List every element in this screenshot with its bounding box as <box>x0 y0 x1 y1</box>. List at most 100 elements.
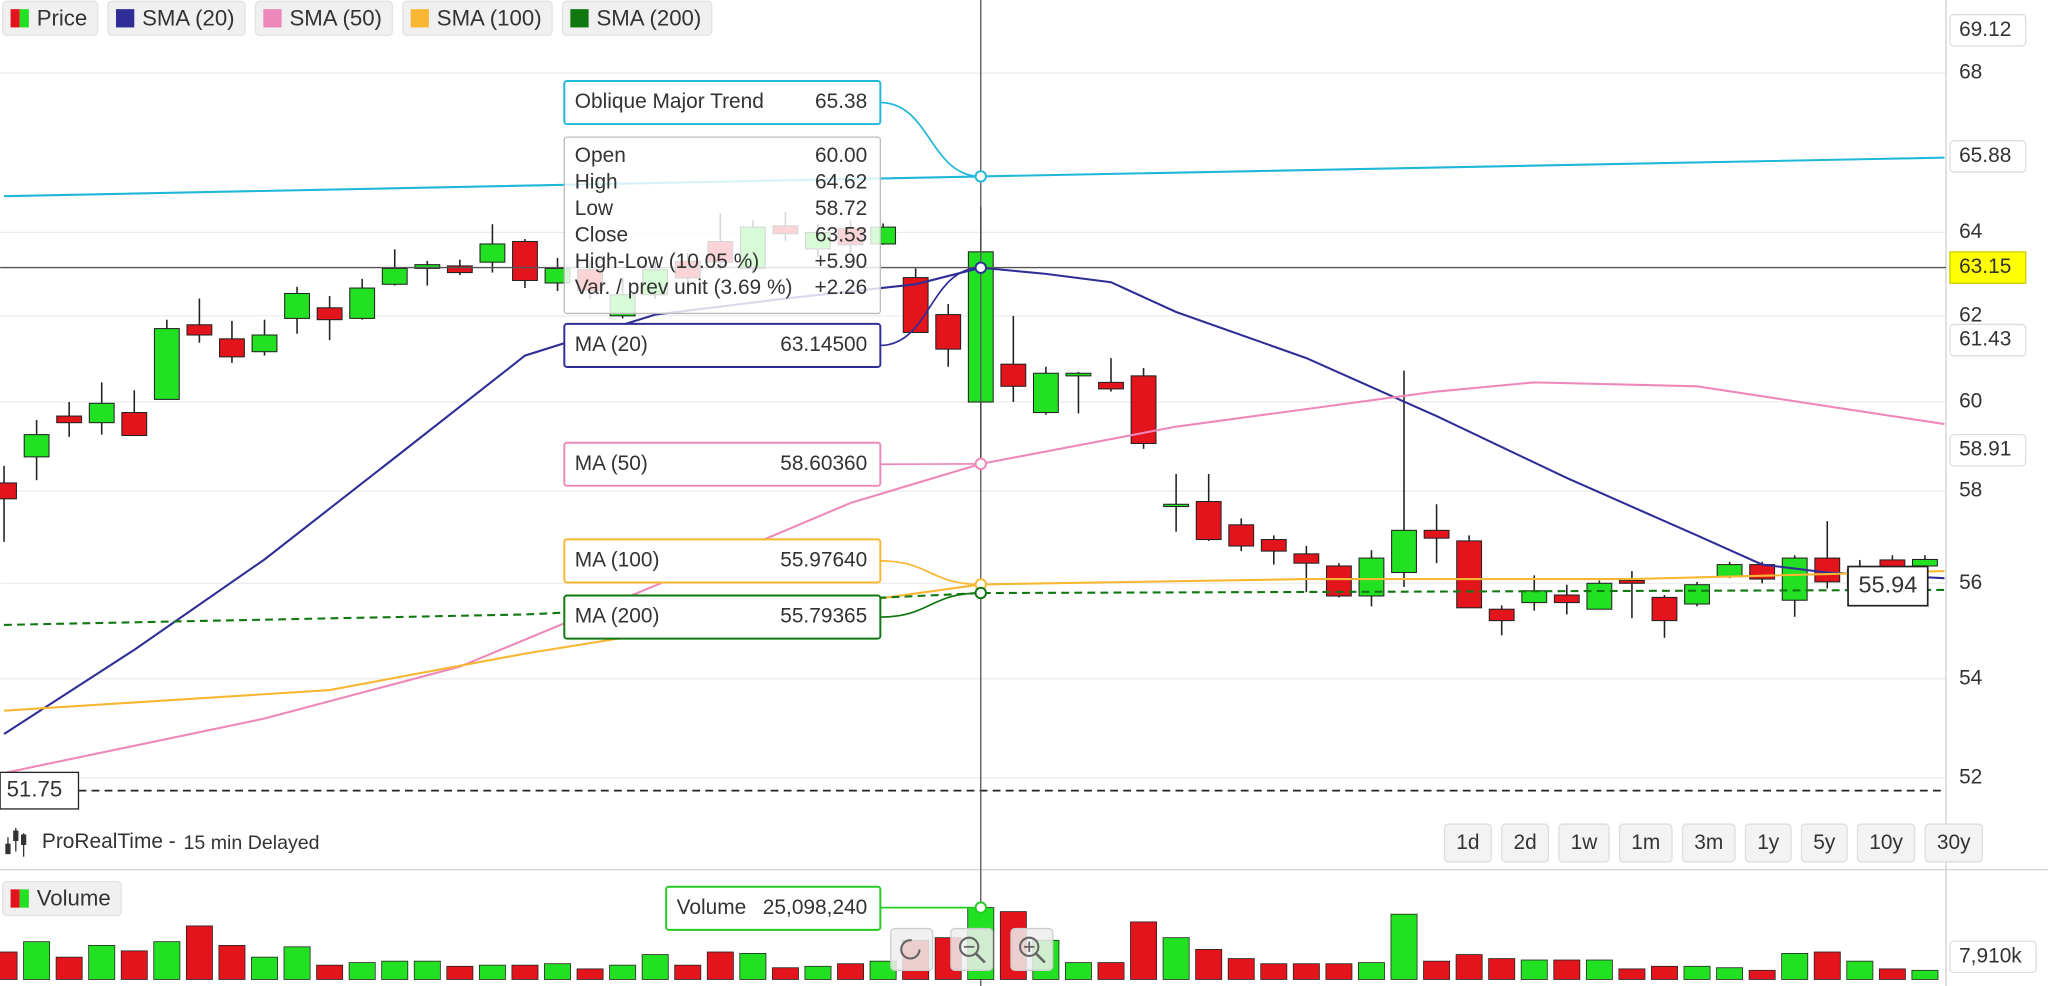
candle-body <box>479 243 506 263</box>
range-label[interactable]: 30y <box>1937 831 1971 854</box>
legend-label: SMA (20) <box>142 5 234 30</box>
y-tick-label: 64 <box>1959 220 1982 243</box>
candle-body <box>1195 501 1222 541</box>
tool-button[interactable] <box>890 927 934 971</box>
y-tick-label: 56 <box>1959 571 1982 594</box>
volume-bar <box>1781 953 1809 980</box>
candle-body <box>316 307 343 321</box>
line-point <box>974 261 987 274</box>
callout-box <box>563 441 882 487</box>
line-point <box>974 457 987 471</box>
volume-bar <box>55 956 83 980</box>
candle-body <box>219 338 245 358</box>
legend-swatch <box>10 9 20 28</box>
tooltip-value: 60.00 <box>815 144 867 167</box>
range-button[interactable] <box>1501 823 1550 863</box>
volume-bar <box>23 941 51 980</box>
volume-marker-box <box>1949 940 2037 974</box>
volume-bar <box>1520 959 1548 980</box>
y-tick-label: 58 <box>1959 479 1982 502</box>
axis-marker: 69.12 <box>1959 18 2011 41</box>
callout-label: MA (20) <box>575 333 648 356</box>
range-button[interactable] <box>1924 823 1983 863</box>
callout-value: 55.97640 <box>780 548 867 571</box>
range-button[interactable] <box>1618 823 1673 863</box>
range-button[interactable] <box>1558 823 1610 863</box>
tool-button[interactable] <box>1010 927 1054 971</box>
legend-swatch <box>410 9 429 28</box>
candle-body <box>1391 529 1417 574</box>
y-tick-label: 68 <box>1959 61 1982 84</box>
candle-body <box>23 434 50 458</box>
axis-marker-box <box>1949 13 2027 47</box>
tooltip-label: Open <box>575 144 626 167</box>
range-label[interactable]: 1m <box>1631 831 1660 854</box>
y-tick-label: 54 <box>1959 666 1982 689</box>
volume-bar <box>1716 967 1744 980</box>
callout-connector <box>880 592 981 618</box>
volume-bar <box>641 954 669 980</box>
volume-callout-label: Volume <box>677 896 747 919</box>
candle-body <box>1293 553 1320 564</box>
tool-icon <box>900 939 921 960</box>
range-label[interactable]: 10y <box>1869 831 1903 854</box>
callout-value: 58.60360 <box>780 452 867 475</box>
volume-bar <box>1748 969 1776 980</box>
candle-body <box>284 292 310 319</box>
delay-label: 15 min Delayed <box>184 832 320 854</box>
candle-body <box>349 287 376 319</box>
range-label[interactable]: 1y <box>1757 831 1780 854</box>
axis-marker-box <box>1949 433 2027 467</box>
range-button[interactable] <box>1681 823 1736 863</box>
range-button[interactable] <box>1443 823 1492 863</box>
tooltip-label: Close <box>575 223 628 246</box>
legend-item-bg <box>561 0 713 36</box>
callout-label: MA (200) <box>575 605 660 628</box>
range-label[interactable]: 5y <box>1813 831 1836 854</box>
source-label: ProRealTime - <box>42 830 176 853</box>
volume-bar <box>1227 958 1255 980</box>
volume-bar <box>1488 958 1516 980</box>
axis-marker: 58.91 <box>1959 438 2011 461</box>
source-icon <box>13 830 19 842</box>
candle-body <box>1358 557 1385 597</box>
volume-bar <box>804 965 832 980</box>
legend-label: SMA (100) <box>437 5 542 30</box>
range-label[interactable]: 2d <box>1513 831 1536 854</box>
volume-bar <box>1423 960 1451 980</box>
candle-body <box>1716 564 1743 578</box>
range-label[interactable]: 1w <box>1571 831 1599 854</box>
axis-marker-box <box>1949 323 2027 357</box>
legend-swatch <box>19 889 29 908</box>
tooltip-label: Var. / prev unit (3.69 %) <box>575 276 793 299</box>
candle-body <box>1456 540 1483 609</box>
tooltip-label: Low <box>575 197 614 220</box>
volume-bar <box>153 941 181 980</box>
range-label[interactable]: 1d <box>1456 831 1479 854</box>
candle-body <box>902 277 929 333</box>
range-button[interactable] <box>1744 823 1792 863</box>
candle-body <box>381 267 408 285</box>
tooltip-value: 63.53 <box>815 223 867 246</box>
candle-body <box>88 402 115 424</box>
candle-body <box>1423 529 1450 539</box>
candle-body <box>153 328 180 400</box>
sma-line <box>3 266 1945 735</box>
tool-button[interactable] <box>950 927 994 971</box>
candle-body <box>414 264 441 269</box>
volume-bar <box>283 946 311 980</box>
range-label[interactable]: 3m <box>1694 831 1723 854</box>
source-icon <box>21 834 27 845</box>
volume-bar <box>1878 968 1906 980</box>
volume-bar <box>1390 913 1418 980</box>
range-button[interactable] <box>1856 823 1916 863</box>
volume-bar <box>739 953 767 980</box>
callout-connector <box>880 560 981 586</box>
price-marker-box <box>1847 565 1929 607</box>
candle-body <box>1000 363 1027 387</box>
volume-bar <box>120 950 148 980</box>
candle-body <box>1032 372 1059 414</box>
y-tick-label: 52 <box>1959 766 1982 789</box>
range-button[interactable] <box>1800 823 1848 863</box>
